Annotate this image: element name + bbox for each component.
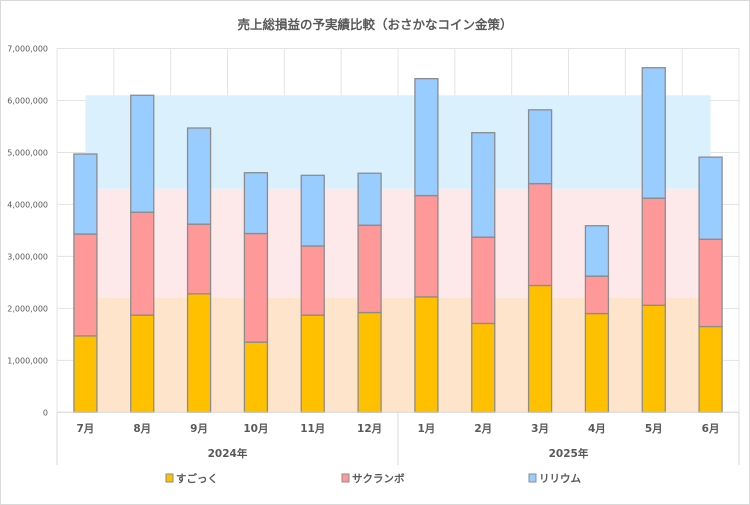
y-tick-label: 5,000,000 <box>7 148 48 157</box>
bar-segment <box>130 211 155 316</box>
bar-segment <box>73 233 98 337</box>
target-band <box>85 95 711 189</box>
bar-segment <box>527 284 553 413</box>
x-tick-label: 2月 <box>474 423 492 435</box>
bar-segment <box>357 224 382 314</box>
legend-swatch <box>341 473 350 483</box>
y-tick-label: 1,000,000 <box>7 356 48 365</box>
legend-swatch <box>165 473 174 483</box>
bar-segment <box>641 304 666 413</box>
bar-segment <box>698 238 723 328</box>
y-tick-label: 0 <box>43 408 48 417</box>
bar-segment <box>300 245 325 316</box>
x-tick-label: 3月 <box>531 423 549 435</box>
bar-segment <box>73 153 98 235</box>
y-tick-label: 2,000,000 <box>7 304 48 313</box>
x-tick-label: 12月 <box>357 423 382 435</box>
bar-segment <box>414 77 439 197</box>
bar-segment <box>130 314 155 413</box>
bar-segment <box>584 225 610 277</box>
x-tick-label: 11月 <box>300 423 325 435</box>
target-band <box>85 297 711 413</box>
legend-label: リリウム <box>539 473 581 485</box>
bar-segment <box>243 341 269 413</box>
x-tick-label: 9月 <box>190 423 208 435</box>
bar-segment <box>357 172 382 226</box>
bar-segment <box>527 109 553 185</box>
target-band <box>85 188 711 298</box>
bar-segment <box>243 232 269 343</box>
bar-segment <box>130 94 155 213</box>
bar-segment <box>641 197 666 306</box>
chart-title: 売上総損益の予実績比較（おさかなコイン金策） <box>237 17 512 32</box>
x-tick-label: 7月 <box>77 423 95 435</box>
x-tick-label: 4月 <box>588 423 606 435</box>
bar-segment <box>584 312 610 413</box>
bar-segment <box>186 293 212 413</box>
x-group-label: 2024年 <box>208 447 248 460</box>
bar-segment <box>414 296 439 413</box>
y-tick-label: 6,000,000 <box>7 96 48 105</box>
legend-swatch <box>528 473 537 483</box>
y-tick-label: 4,000,000 <box>7 200 48 209</box>
bar-segment <box>414 194 439 298</box>
legend-label: すごっく <box>176 472 218 485</box>
bar-segment <box>186 223 212 295</box>
x-tick-label: 8月 <box>133 423 151 435</box>
bar-segment <box>527 182 553 287</box>
bar-segment <box>471 236 496 325</box>
bar-segment <box>698 156 723 240</box>
x-tick-label: 5月 <box>645 423 663 435</box>
bar-segment <box>73 335 98 413</box>
legend-label: サクランボ <box>352 472 405 485</box>
y-tick-label: 3,000,000 <box>7 252 48 261</box>
y-tick-label: 7,000,000 <box>7 45 48 54</box>
bar-segment <box>698 325 723 413</box>
bar-segment <box>300 314 325 413</box>
bar-segment <box>243 172 269 235</box>
x-tick-label: 10月 <box>243 423 268 435</box>
x-tick-label: 1月 <box>418 423 436 435</box>
bar-segment <box>357 311 382 413</box>
bar-segment <box>641 67 666 199</box>
bar-segment <box>186 127 212 225</box>
bar-segment <box>300 174 325 247</box>
bar-segment <box>471 132 496 238</box>
x-tick-label: 6月 <box>702 423 720 435</box>
bar-segment <box>584 275 610 315</box>
bar-segment <box>471 322 496 413</box>
x-group-label: 2025年 <box>549 447 589 460</box>
